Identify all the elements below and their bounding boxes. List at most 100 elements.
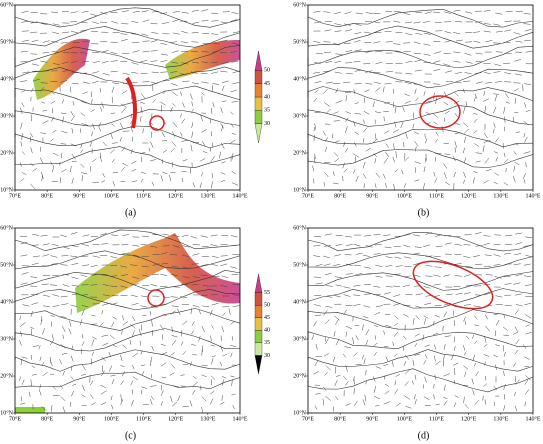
wind-arrow: [424, 11, 432, 14]
wind-arrow: [335, 53, 343, 55]
wind-arrow: [433, 171, 436, 177]
wind-arrow: [483, 132, 488, 139]
wind-arrow: [315, 52, 323, 55]
wind-arrow: [81, 373, 86, 376]
panel-label: (d): [418, 430, 430, 441]
wind-arrow: [395, 374, 400, 377]
wind-arrow: [405, 132, 408, 139]
wind-arrow: [52, 334, 54, 340]
wind-arrow: [51, 11, 59, 14]
wind-arrow: [413, 41, 421, 45]
contour-line: [307, 232, 534, 252]
contour-line: [307, 368, 534, 393]
colorbar-end: [254, 123, 263, 144]
wind-arrow: [443, 344, 446, 350]
wind-arrow: [42, 120, 49, 124]
wind-arrow: [483, 10, 491, 12]
wind-arrow: [60, 234, 67, 238]
wind-arrow: [21, 272, 29, 275]
wind-arrow: [425, 232, 433, 235]
wind-arrow: [324, 272, 332, 276]
wind-arrow: [169, 372, 175, 376]
wind-arrow: [51, 180, 59, 183]
wind-arrow: [70, 111, 74, 117]
wind-arrow: [210, 263, 218, 266]
wind-arrow: [375, 172, 380, 178]
wind-arrow: [231, 274, 239, 276]
wind-arrow: [433, 83, 441, 85]
wind-arrow: [20, 141, 22, 147]
wind-arrow: [210, 234, 218, 237]
wind-arrow: [523, 39, 531, 42]
wind-arrow: [150, 39, 158, 43]
wind-arrow: [80, 143, 83, 149]
wind-arrow: [201, 325, 205, 333]
wind-arrow: [505, 234, 513, 237]
wind-arrow: [355, 12, 363, 15]
wind-arrow: [385, 324, 391, 327]
wind-arrow: [61, 352, 68, 355]
wind-arrow: [182, 159, 188, 162]
wind-arrow: [475, 160, 481, 163]
wind-arrow: [19, 340, 22, 346]
wind-arrow: [180, 132, 183, 137]
wind-arrow: [514, 293, 522, 296]
wind-arrow: [171, 326, 173, 333]
wind-arrow: [201, 396, 207, 402]
wind-arrow: [364, 234, 372, 237]
wind-arrow: [181, 41, 189, 43]
wind-arrow: [139, 116, 142, 122]
wind-arrow: [525, 375, 531, 381]
wind-arrow: [40, 234, 48, 237]
wind-arrow: [413, 274, 421, 277]
wind-arrow: [98, 125, 102, 132]
wind-arrow: [493, 385, 498, 391]
contour-line: [14, 85, 241, 107]
wind-arrow: [402, 106, 405, 112]
wind-arrow: [364, 394, 367, 402]
wind-arrow: [374, 133, 377, 141]
wind-arrow: [385, 265, 393, 267]
wind-arrow: [453, 320, 456, 327]
contour-line: [14, 66, 241, 87]
wind-arrow: [355, 335, 359, 341]
wind-arrow: [210, 398, 214, 405]
wind-arrow: [393, 20, 401, 23]
wind-arrow: [180, 113, 182, 118]
wind-arrow: [423, 315, 429, 319]
wind-arrow: [108, 365, 113, 372]
wind-arrow: [201, 19, 209, 22]
wind-arrow: [485, 325, 491, 332]
wind-arrow: [132, 352, 139, 358]
wind-arrow: [120, 365, 125, 368]
wind-arrow: [324, 233, 332, 236]
wind-arrow: [220, 123, 224, 129]
wind-arrow: [414, 59, 422, 62]
wind-arrow: [110, 112, 116, 115]
wind-arrow: [191, 131, 193, 138]
y-tick-label: 20°N: [293, 372, 306, 379]
wind-arrow: [514, 391, 516, 396]
wind-arrow: [92, 21, 100, 24]
wind-arrow: [30, 53, 38, 55]
wind-arrow: [362, 161, 366, 169]
wind-arrow: [392, 156, 395, 163]
wind-arrow: [444, 242, 452, 245]
wind-arrow: [313, 255, 321, 258]
wind-arrow: [515, 273, 523, 277]
wind-arrow: [345, 380, 349, 386]
wind-arrow: [373, 395, 381, 400]
wind-arrow: [170, 274, 178, 277]
wind-arrow: [463, 179, 466, 184]
wind-arrow: [343, 42, 351, 45]
x-tick-label: 110°E: [429, 192, 444, 199]
wind-arrow: [443, 117, 446, 122]
wind-arrow: [31, 244, 39, 246]
wind-arrow: [20, 402, 26, 405]
wind-arrow: [102, 294, 110, 297]
wind-arrow: [221, 275, 229, 279]
wind-arrow: [412, 318, 415, 325]
wind-arrow: [412, 123, 415, 129]
wind-arrow: [189, 361, 193, 367]
wind-arrow: [201, 374, 207, 378]
